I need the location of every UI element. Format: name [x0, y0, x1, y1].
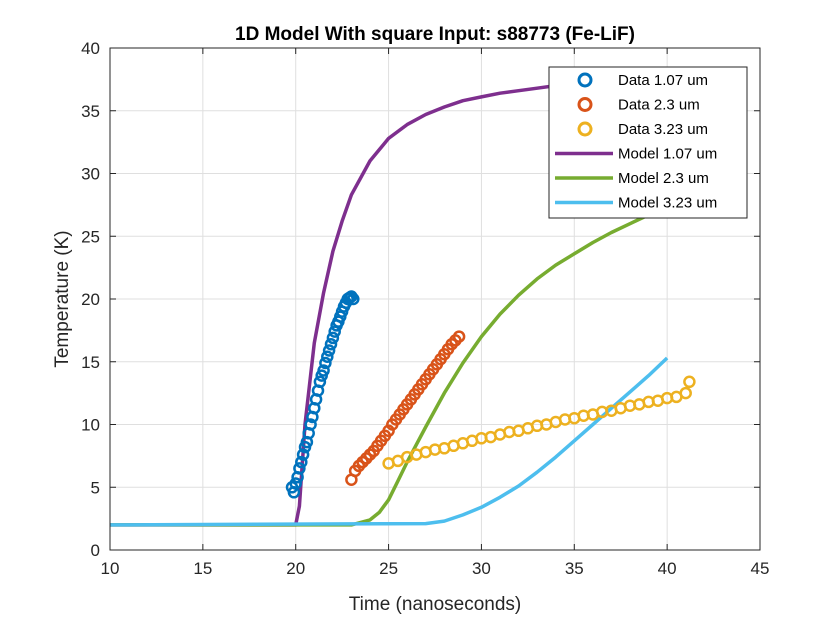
y-axis-label: Temperature (K) — [52, 230, 73, 367]
series-markers-data-3-23-um — [382, 375, 696, 470]
series-markers-data-2-3-um — [345, 330, 466, 486]
x-tick-label: 15 — [193, 559, 212, 578]
legend-marker-data-3-23-um — [577, 121, 593, 137]
y-tick-label: 20 — [81, 290, 100, 309]
data-point — [295, 455, 308, 469]
legend: Data 1.07 um Data 2.3 um Data 3.23 um Model… — [548, 66, 748, 219]
data-point — [296, 448, 310, 461]
data-point — [321, 350, 334, 363]
tick-labels: 10 15 20 25 30 35 40 45 0 5 10 15 20 25 30 35 40 — [81, 39, 769, 578]
series-line-model-2-3-um — [110, 205, 668, 527]
data-point — [679, 386, 692, 400]
y-tick-label: 25 — [81, 227, 100, 246]
y-tick-label: 35 — [81, 102, 100, 121]
x-tick-label: 25 — [379, 559, 398, 578]
x-axis-label: Time (nanoseconds) — [349, 594, 521, 615]
legend-label-model-3-23-um: Model 3.23 um — [618, 195, 717, 212]
x-tick-label: 10 — [101, 559, 120, 578]
x-tick-label: 20 — [286, 559, 305, 578]
legend-box — [548, 66, 748, 219]
data-point — [683, 375, 696, 389]
legend-label-data-1-07-um: Data 1.07 um — [618, 72, 708, 89]
data-point — [324, 337, 338, 351]
y-tick-label: 30 — [81, 165, 100, 184]
y-tick-label: 40 — [81, 39, 100, 58]
data-point — [313, 375, 327, 389]
legend-marker-data-2-3-um — [577, 97, 593, 112]
data-point — [326, 331, 340, 345]
series-line-model-1-07-um — [110, 82, 575, 527]
legend-label-data-3-23-um: Data 3.23 um — [618, 121, 708, 138]
legend-label-model-2-3-um: Model 2.3 um — [618, 170, 709, 187]
y-tick-label: 10 — [81, 416, 100, 435]
y-tick-label: 0 — [91, 541, 100, 560]
data-point — [319, 356, 332, 370]
x-tick-label: 35 — [565, 559, 584, 578]
y-tick-label: 5 — [91, 478, 100, 497]
legend-marker-data-1-07-um — [577, 72, 593, 88]
legend-label-model-1-07-um: Model 1.07 um — [618, 146, 717, 163]
x-tick-label: 40 — [658, 559, 677, 578]
series-line-model-3-23-um — [110, 356, 669, 527]
series-layer — [110, 82, 696, 527]
legend-label-data-2-3-um: Data 2.3 um — [618, 97, 700, 114]
data-point — [452, 330, 466, 343]
data-point — [293, 462, 306, 475]
data-point — [317, 364, 330, 377]
y-tick-label: 15 — [81, 353, 100, 372]
data-point — [304, 418, 317, 431]
series-markers-data-1-07-um — [285, 290, 360, 499]
data-point — [322, 344, 336, 357]
chart-title: 1D Model With square Input: s88773 (Fe-L… — [235, 24, 635, 45]
data-point — [347, 292, 360, 306]
x-tick-label: 30 — [472, 559, 491, 578]
data-point — [289, 477, 302, 490]
x-tick-label: 45 — [751, 559, 770, 578]
axes — [109, 47, 761, 551]
